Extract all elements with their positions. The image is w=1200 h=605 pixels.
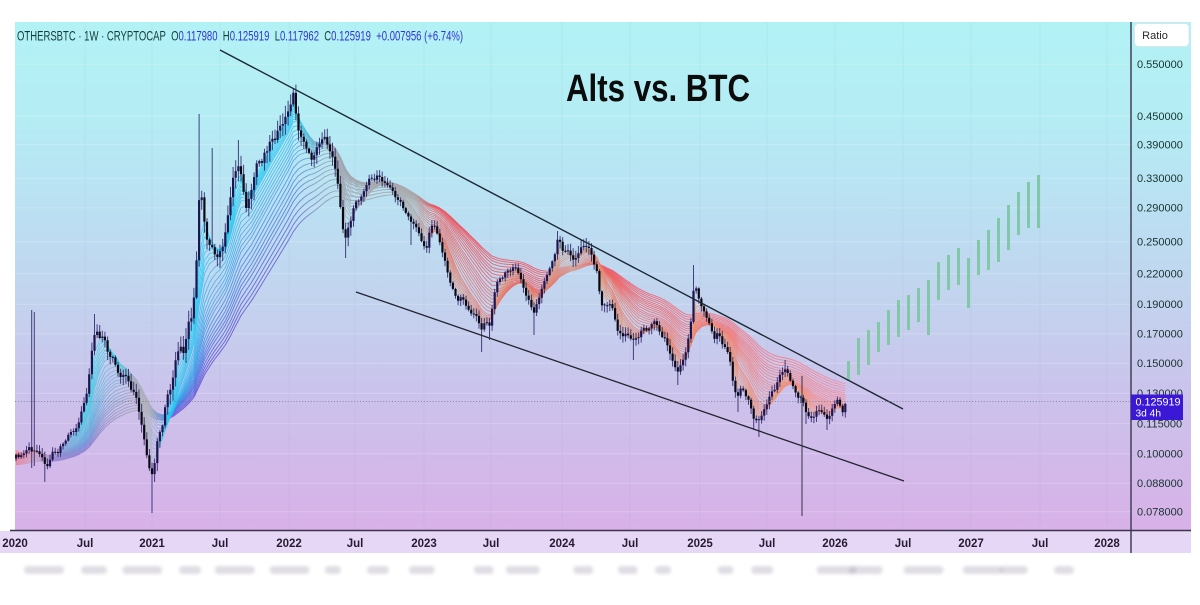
svg-text:Jul: Jul xyxy=(212,538,229,550)
svg-text:0.150000: 0.150000 xyxy=(1137,358,1183,370)
svg-text:Alts vs. BTC: Alts vs. BTC xyxy=(566,68,750,110)
svg-text:Jul: Jul xyxy=(1032,538,1049,550)
svg-text:0.115000: 0.115000 xyxy=(1137,418,1182,430)
svg-text:0.550000: 0.550000 xyxy=(1137,59,1183,71)
svg-text:0.088000: 0.088000 xyxy=(1137,478,1183,490)
svg-text:0.450000: 0.450000 xyxy=(1137,111,1183,123)
svg-text:0.100000: 0.100000 xyxy=(1137,449,1183,461)
svg-text:0.250000: 0.250000 xyxy=(1137,236,1183,248)
svg-text:0.330000: 0.330000 xyxy=(1137,173,1183,185)
svg-text:Ratio: Ratio xyxy=(1142,30,1168,42)
svg-text:0.190000: 0.190000 xyxy=(1137,299,1183,311)
svg-text:0.125919: 0.125919 xyxy=(1136,397,1181,409)
svg-text:Jul: Jul xyxy=(483,538,500,550)
svg-text:2027: 2027 xyxy=(958,538,984,550)
svg-text:2020: 2020 xyxy=(2,538,28,550)
svg-text:0.290000: 0.290000 xyxy=(1137,203,1183,215)
svg-text:Jul: Jul xyxy=(895,538,912,550)
svg-text:Jul: Jul xyxy=(347,538,364,550)
svg-text:3d 4h: 3d 4h xyxy=(1136,409,1162,420)
svg-text:2026: 2026 xyxy=(822,538,848,550)
svg-text:0.390000: 0.390000 xyxy=(1137,139,1183,151)
svg-text:OTHERSBTC · 1W · CRYPTOCAP O0: OTHERSBTC · 1W · CRYPTOCAP O0.117980 H0.… xyxy=(17,29,463,44)
svg-text:Jul: Jul xyxy=(622,538,639,550)
svg-text:2024: 2024 xyxy=(549,538,575,550)
svg-text:Jul: Jul xyxy=(77,538,94,550)
svg-text:2021: 2021 xyxy=(139,538,165,550)
svg-text:0.170000: 0.170000 xyxy=(1137,329,1183,341)
svg-text:Jul: Jul xyxy=(759,538,776,550)
svg-text:2028: 2028 xyxy=(1094,538,1120,550)
svg-text:2025: 2025 xyxy=(687,538,713,550)
svg-text:2023: 2023 xyxy=(411,538,437,550)
svg-text:0.078000: 0.078000 xyxy=(1137,507,1183,519)
svg-text:0.220000: 0.220000 xyxy=(1137,269,1183,281)
svg-text:2022: 2022 xyxy=(276,538,302,550)
